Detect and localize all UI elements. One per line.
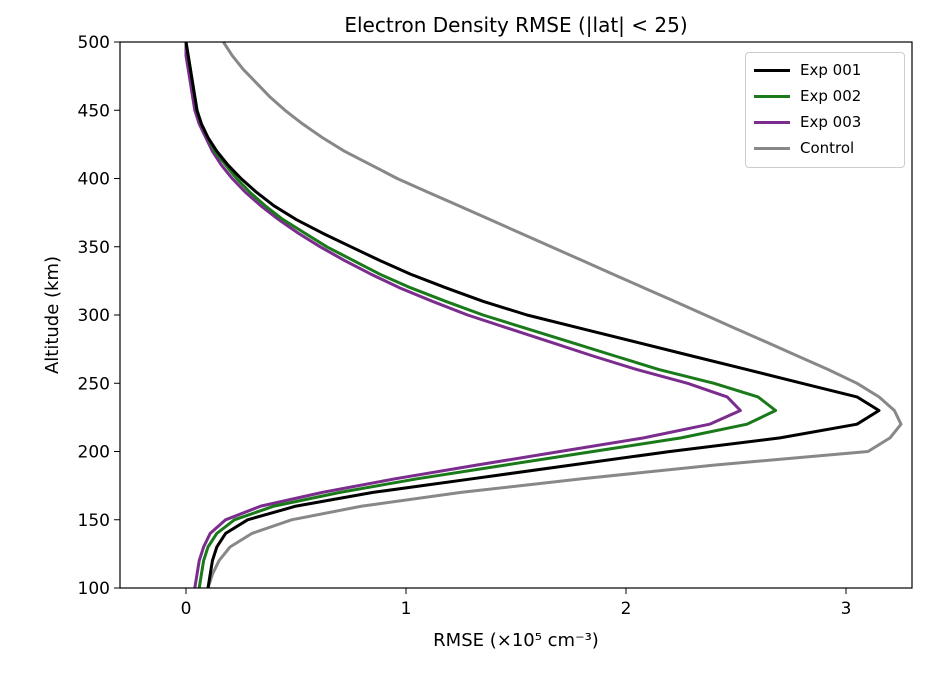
legend-swatch [754,94,790,98]
plot-area [184,41,903,589]
y-tick-label: 200 [78,443,110,463]
series-line-exp-003 [184,42,742,589]
series-line-control [206,41,903,589]
x-tick-label: 0 [181,599,192,619]
legend-swatch [754,68,790,72]
x-tick-label: 3 [841,599,852,619]
y-tick-label: 450 [78,101,110,121]
y-tick-label: 150 [78,511,110,531]
x-axis-label: RMSE (×10⁵ cm⁻³) [433,630,599,651]
legend-label: Control [800,139,855,157]
legend-label: Exp 001 [800,61,862,79]
series-line-exp-001 [184,41,881,589]
legend-swatch [754,120,790,124]
legend-swatch [754,146,790,150]
y-tick-label: 100 [78,579,110,599]
legend-item-exp-001: Exp 001 [754,57,896,83]
legend-item-exp-003: Exp 003 [754,109,896,135]
y-axis-ticks: 100 150 200 250 300 350 400 450 500 [78,33,120,599]
x-tick-label: 2 [621,599,632,619]
y-tick-label: 500 [78,33,110,53]
series-line-exp-002 [184,41,778,589]
legend-label: Exp 002 [800,87,862,105]
legend: Exp 001 Exp 002 Exp 003 Control [745,52,905,168]
y-axis-label: Altitude (km) [42,256,63,374]
legend-label: Exp 003 [800,113,862,131]
legend-item-exp-002: Exp 002 [754,83,896,109]
y-tick-label: 350 [78,238,110,258]
legend-item-control: Control [754,135,896,161]
chart-title: Electron Density RMSE (|lat| < 25) [344,13,687,37]
y-tick-label: 300 [78,306,110,326]
y-tick-label: 250 [78,374,110,394]
x-tick-label: 1 [401,599,412,619]
y-tick-label: 400 [78,170,110,190]
x-axis-ticks: 0 1 2 3 [181,588,852,619]
